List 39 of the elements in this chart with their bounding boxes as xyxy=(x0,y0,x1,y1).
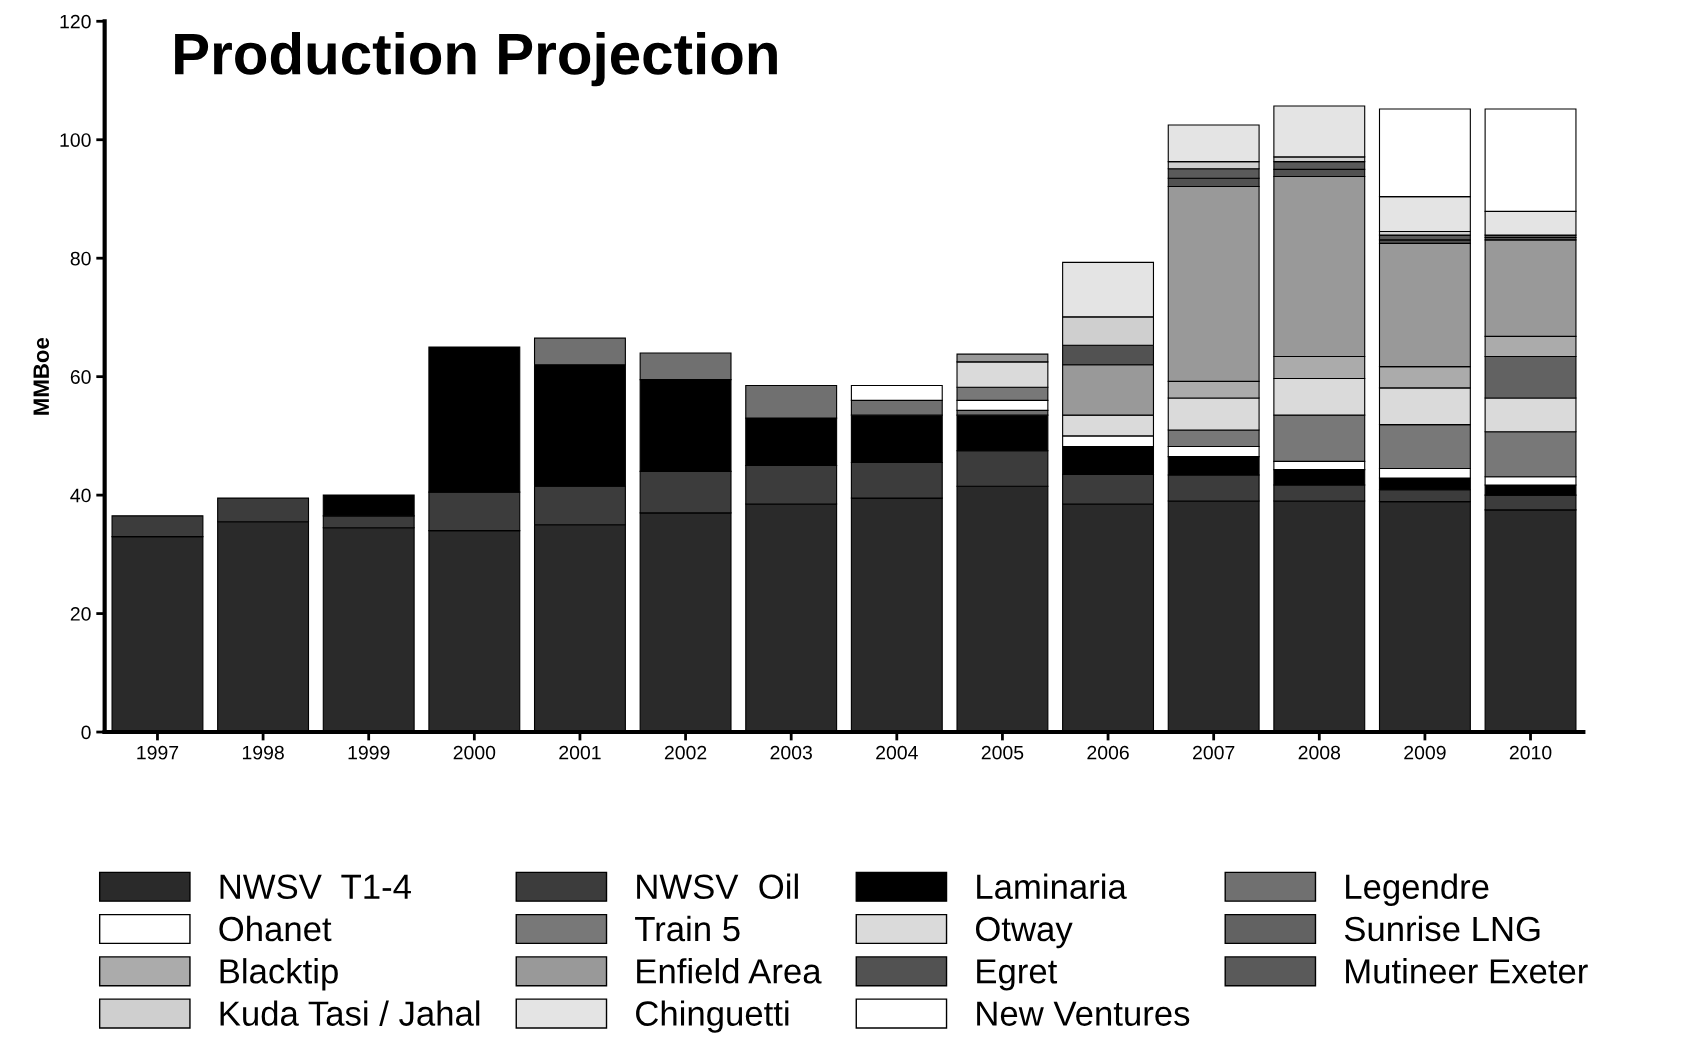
x-tick-label: 1998 xyxy=(242,745,284,760)
legend-label: Mutineer Exeter xyxy=(1346,958,1588,984)
x-tick-label: 2005 xyxy=(981,745,1024,760)
y-tick-label: 60 xyxy=(70,370,91,384)
y-tick-label: 120 xyxy=(60,14,91,29)
y-tick-label: 80 xyxy=(70,251,91,266)
legend-label: NWSV Oil xyxy=(637,873,798,900)
x-tick-label: 2004 xyxy=(876,745,918,760)
x-tick-label: 2001 xyxy=(559,745,601,760)
x-tick-label: 2009 xyxy=(1404,745,1446,760)
x-tick-label: 2008 xyxy=(1298,745,1341,760)
y-tick-label: 100 xyxy=(60,133,91,147)
x-tick-label: 2006 xyxy=(1087,745,1129,760)
legend-label: Otway xyxy=(975,916,1073,949)
legend-label: Legendre xyxy=(1346,873,1489,906)
y-axis-title: MMBoe xyxy=(33,337,50,415)
legend-label: Ohanet xyxy=(219,915,332,942)
legend-label: Chinguetti xyxy=(636,1000,789,1033)
y-tick-label: 20 xyxy=(70,607,91,621)
x-tick-label: 2000 xyxy=(453,745,496,760)
legend-label: Blacktip xyxy=(220,958,338,991)
y-tick-label: 0 xyxy=(81,725,91,740)
x-tick-label: 2003 xyxy=(770,745,812,760)
x-tick-label: 1999 xyxy=(348,745,390,760)
legend-label: Enfield Area xyxy=(637,958,822,984)
legend-label: Egret xyxy=(977,959,1058,991)
y-tick-label: 40 xyxy=(70,488,91,503)
bar xyxy=(1273,105,1366,158)
legend-label: Train 5 xyxy=(635,915,740,942)
x-tick-label: 2002 xyxy=(664,745,707,760)
legend-label: New Ventures xyxy=(977,1001,1190,1026)
x-tick-label: 1997 xyxy=(137,745,179,760)
chart-title: Production Projection xyxy=(175,31,777,87)
legend-label: Sunrise LNG xyxy=(1344,915,1540,942)
legend-label: NWSV T1-4 xyxy=(220,874,411,900)
x-tick-label: 2010 xyxy=(1509,745,1552,760)
legend-label: Laminaria xyxy=(977,873,1127,900)
x-tick-label: 2007 xyxy=(1193,745,1235,760)
legend-label: Kuda Tasi / Jahal xyxy=(220,1000,480,1026)
